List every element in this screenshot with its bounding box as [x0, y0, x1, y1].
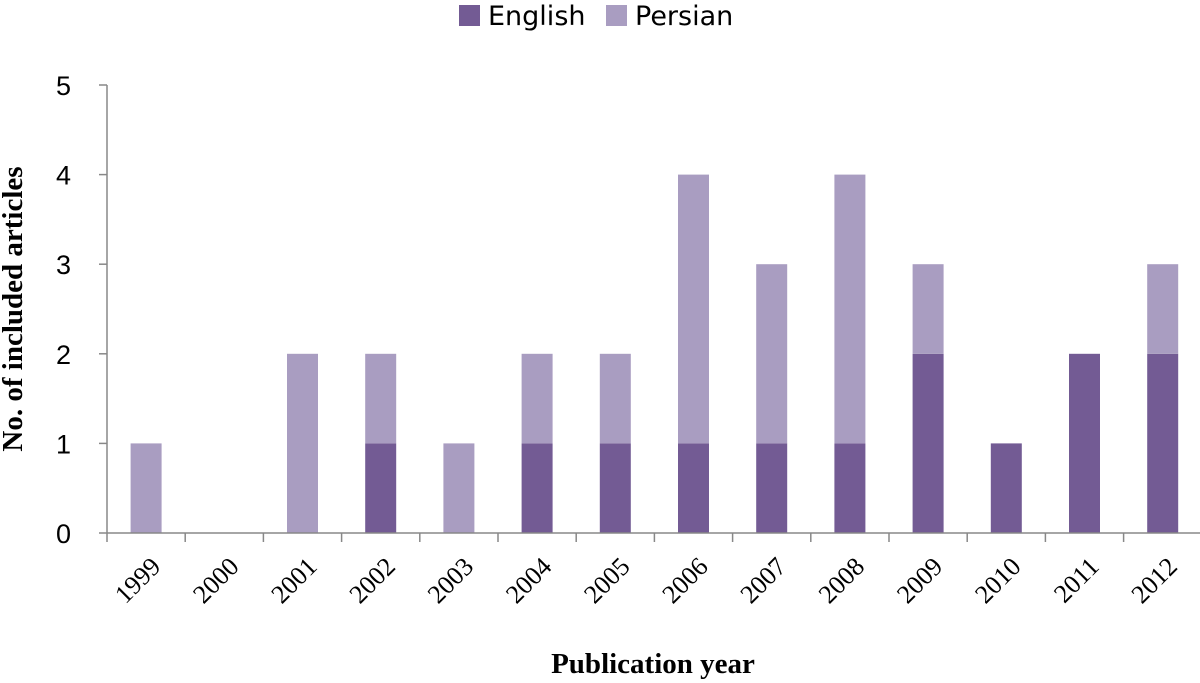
bar-persian-2006 — [678, 174, 709, 444]
legend-swatch-english — [459, 5, 480, 26]
y-tick-label: 3 — [56, 250, 71, 280]
bar-persian-2008 — [834, 174, 866, 444]
bar-persian-2003 — [443, 443, 475, 533]
x-tick-label: 2001 — [265, 552, 322, 609]
x-tick-label: 2011 — [1048, 552, 1105, 609]
legend-label-english: English — [488, 1, 586, 32]
bar-persian-2002 — [365, 353, 397, 444]
y-tick-label: 1 — [56, 429, 71, 459]
x-tick-label: 2000 — [187, 552, 244, 609]
x-tick-label: 2006 — [656, 552, 713, 609]
x-tick-label: 1999 — [109, 552, 166, 609]
bar-persian-2005 — [599, 353, 631, 444]
bar-english-2010 — [990, 443, 1022, 533]
bar-persian-2007 — [756, 264, 788, 444]
x-tick-label: 2008 — [813, 552, 870, 609]
x-tick-label: 2010 — [969, 552, 1026, 609]
bar-persian-2012 — [1147, 264, 1179, 354]
x-tick-label: 2007 — [735, 552, 792, 609]
x-axis-title: Publication year — [551, 648, 755, 680]
y-tick-label: 2 — [56, 340, 71, 370]
bar-persian-1999 — [130, 443, 162, 533]
bar-english-2012 — [1147, 353, 1179, 533]
bar-persian-2001 — [287, 353, 318, 533]
axes — [106, 85, 1200, 534]
bar-english-2009 — [912, 353, 944, 533]
x-ticks: 1999 2000 2001 2002 2003 2004 2005 2006 2007 2008… — [106, 533, 1183, 609]
x-tick-label: 2009 — [891, 552, 948, 609]
legend-label-persian: Persian — [635, 1, 733, 32]
y-tick-label: 5 — [56, 71, 71, 101]
legend: English Persian — [459, 1, 733, 32]
bar-english-2005 — [599, 443, 631, 533]
legend-swatch-persian — [606, 5, 627, 26]
y-axis-title: No. of included articles — [0, 166, 29, 451]
plot-area — [130, 174, 1179, 533]
y-ticks: 0 1 2 3 4 5 — [56, 71, 107, 549]
bar-english-2007 — [756, 443, 788, 533]
bar-english-2006 — [678, 443, 709, 533]
x-tick-label: 2004 — [500, 552, 557, 609]
bar-english-2008 — [834, 443, 866, 533]
x-tick-label: 2003 — [422, 552, 479, 609]
x-tick-label: 2002 — [344, 552, 401, 609]
x-tick-label: 2012 — [1126, 552, 1183, 609]
bar-english-2004 — [521, 443, 553, 533]
bar-persian-2009 — [912, 264, 944, 354]
bar-english-2011 — [1069, 353, 1100, 533]
bar-persian-2004 — [521, 353, 553, 444]
y-tick-label: 0 — [56, 519, 71, 549]
y-tick-label: 4 — [56, 161, 71, 191]
x-tick-label: 2005 — [578, 552, 635, 609]
bar-english-2002 — [365, 443, 397, 533]
